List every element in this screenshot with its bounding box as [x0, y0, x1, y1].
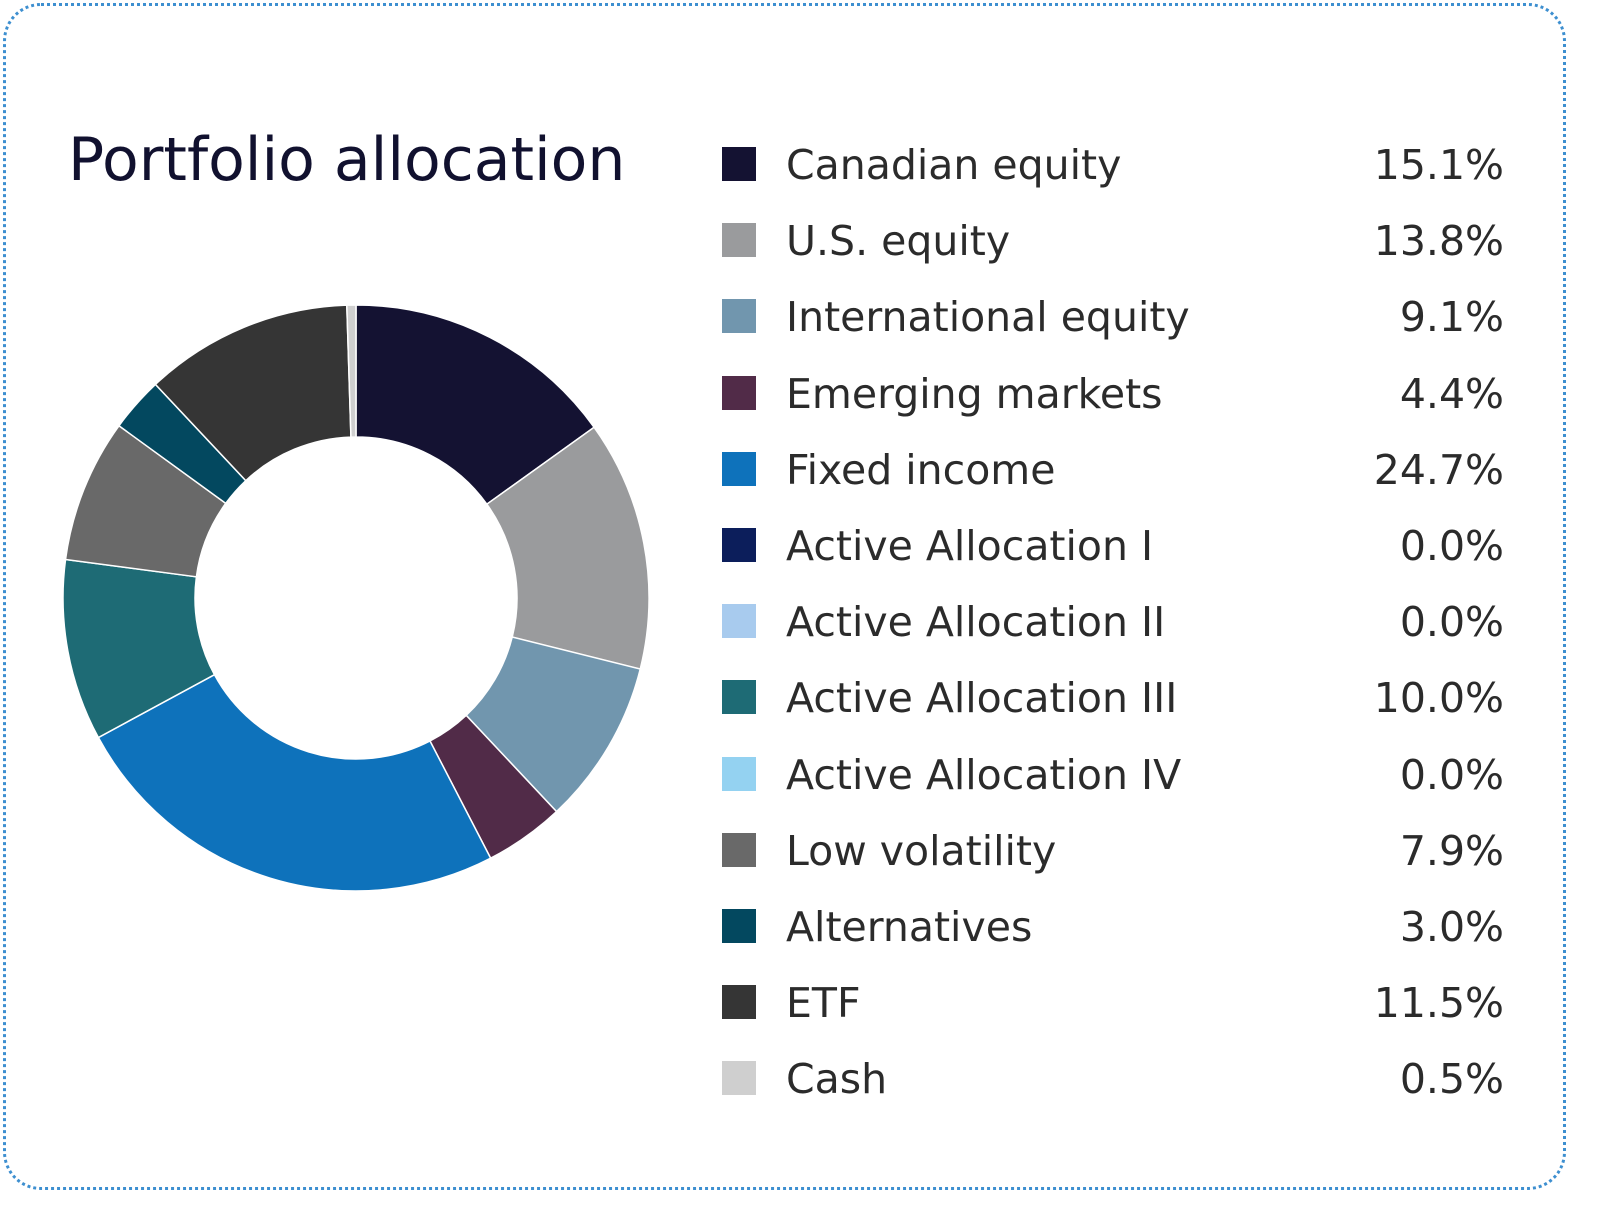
legend-swatch — [722, 985, 756, 1020]
legend-label: U.S. equity — [786, 217, 1011, 266]
legend-label: Active Allocation III — [786, 674, 1178, 723]
legend-value: 24.7% — [1373, 445, 1504, 494]
legend-value: 9.1% — [1399, 293, 1504, 342]
donut-slice-fixed-income — [97, 673, 492, 892]
legend-value: 10.0% — [1373, 674, 1504, 723]
legend-value: 13.8% — [1373, 217, 1504, 266]
legend-swatch — [722, 147, 756, 181]
legend-label: Active Allocation II — [786, 598, 1166, 647]
legend-swatch — [722, 375, 756, 410]
legend-label: Alternatives — [786, 902, 1033, 951]
legend-value: 4.4% — [1399, 369, 1504, 418]
legend-item: Active Allocation IV 0.0% — [722, 737, 1504, 813]
donut-slice-canadian-equity — [355, 304, 596, 506]
legend-swatch — [722, 1061, 756, 1096]
allocation-card: Portfolio allocation Canadian equity 15.1… — [3, 3, 1566, 1190]
legend-label: Canadian equity — [786, 141, 1122, 189]
legend-value: 0.0% — [1399, 598, 1504, 647]
legend: Canadian equity 15.1% U.S. equity 13.8% Inte… — [722, 127, 1504, 1117]
legend-label: Fixed income — [786, 445, 1056, 494]
legend-item: ETF 11.5% — [722, 965, 1504, 1041]
legend-label: Low volatility — [786, 826, 1057, 875]
legend-item: Active Allocation I 0.0% — [722, 508, 1504, 584]
legend-item: Active Allocation III 10.0% — [722, 660, 1504, 736]
legend-item: Canadian equity 15.1% — [722, 127, 1504, 203]
donut-slices — [62, 304, 650, 892]
legend-item: Emerging markets 4.4% — [722, 356, 1504, 432]
legend-label: Emerging markets — [786, 369, 1163, 418]
legend-item: U.S. equity 13.8% — [722, 203, 1504, 279]
legend-swatch — [722, 299, 756, 334]
legend-label: International equity — [786, 293, 1190, 342]
legend-swatch — [722, 451, 756, 486]
legend-label: ETF — [786, 979, 861, 1028]
legend-item: Fixed income 24.7% — [722, 432, 1504, 508]
legend-item: Low volatility 7.9% — [722, 813, 1504, 889]
legend-value: 11.5% — [1373, 979, 1504, 1028]
legend-swatch — [722, 604, 756, 639]
legend-item: Cash 0.5% — [722, 1041, 1504, 1117]
legend-item: Alternatives 3.0% — [722, 889, 1504, 965]
donut-chart — [62, 304, 650, 892]
legend-value: 0.0% — [1399, 750, 1504, 799]
legend-swatch — [722, 680, 756, 715]
legend-swatch — [722, 527, 756, 562]
legend-item: International equity 9.1% — [722, 279, 1504, 355]
legend-value: 0.5% — [1399, 1055, 1504, 1104]
legend-swatch — [722, 908, 756, 943]
legend-value: 3.0% — [1399, 902, 1504, 951]
chart-title: Portfolio allocation — [68, 125, 626, 195]
legend-item: Active Allocation II 0.0% — [722, 584, 1504, 660]
legend-swatch — [722, 832, 756, 867]
legend-swatch — [722, 223, 756, 258]
legend-label: Active Allocation I — [786, 521, 1154, 570]
legend-value: 7.9% — [1399, 826, 1504, 875]
legend-label: Active Allocation IV — [786, 750, 1182, 799]
legend-value: 15.1% — [1373, 141, 1504, 189]
legend-value: 0.0% — [1399, 521, 1504, 570]
legend-swatch — [722, 756, 756, 791]
donut-slice-cash — [346, 304, 357, 438]
legend-label: Cash — [786, 1055, 888, 1104]
